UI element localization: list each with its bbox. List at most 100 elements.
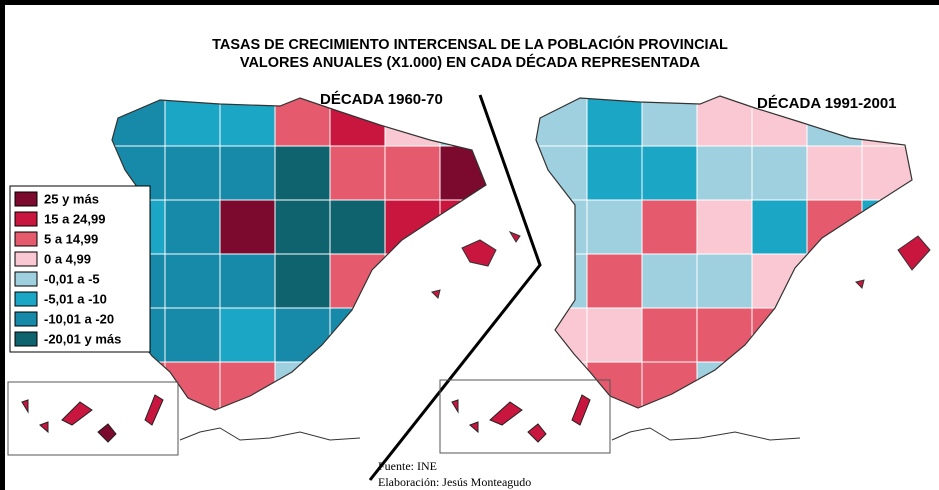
province bbox=[751, 199, 808, 255]
province bbox=[696, 145, 753, 201]
province bbox=[274, 361, 331, 410]
province bbox=[439, 307, 486, 363]
province bbox=[806, 307, 863, 363]
province bbox=[274, 98, 331, 147]
province bbox=[696, 361, 753, 408]
province bbox=[274, 199, 331, 255]
province bbox=[219, 98, 276, 147]
province bbox=[751, 145, 808, 201]
map-label: DÉCADA 1991-2001 bbox=[757, 95, 897, 112]
province bbox=[586, 199, 643, 255]
legend-label: -20,01 y más bbox=[44, 331, 121, 346]
left-border bbox=[0, 0, 5, 490]
province bbox=[384, 307, 441, 363]
island bbox=[508, 230, 521, 243]
province bbox=[164, 199, 221, 255]
province bbox=[219, 307, 276, 363]
map-right bbox=[536, 96, 912, 408]
divider bbox=[368, 94, 542, 481]
province bbox=[586, 307, 643, 363]
source: Fuente: INE bbox=[378, 459, 437, 473]
island bbox=[431, 289, 441, 299]
province bbox=[384, 199, 441, 255]
province bbox=[329, 307, 386, 363]
top-border bbox=[0, 0, 939, 5]
legend-label: 5 a 14,99 bbox=[44, 231, 98, 246]
legend-swatch bbox=[14, 211, 38, 227]
canary-inset bbox=[7, 381, 179, 456]
province bbox=[586, 96, 643, 147]
province bbox=[274, 253, 331, 309]
province bbox=[751, 361, 808, 408]
credit: Elaboración: Jesús Monteagudo bbox=[378, 475, 531, 489]
province bbox=[586, 253, 643, 309]
province bbox=[696, 307, 753, 363]
province bbox=[164, 307, 221, 363]
province bbox=[641, 199, 698, 255]
island bbox=[855, 279, 865, 289]
province bbox=[439, 98, 486, 147]
legend-label: -5,01 a -10 bbox=[44, 291, 107, 306]
canary-inset bbox=[439, 379, 611, 454]
legend-swatch bbox=[14, 191, 38, 207]
legend-label: -10,01 a -20 bbox=[44, 311, 114, 326]
province bbox=[641, 145, 698, 201]
africa-coast bbox=[611, 427, 801, 441]
province bbox=[329, 361, 386, 410]
province bbox=[274, 145, 331, 201]
province bbox=[751, 307, 808, 363]
province bbox=[219, 253, 276, 309]
province bbox=[641, 96, 698, 147]
province bbox=[329, 199, 386, 255]
map-label: DÉCADA 1960-70 bbox=[320, 91, 443, 108]
legend-label: 25 y más bbox=[44, 191, 99, 206]
legend-label: -0,01 a -5 bbox=[44, 271, 100, 286]
canary-islands bbox=[21, 394, 591, 443]
province bbox=[384, 361, 441, 410]
province bbox=[586, 361, 643, 408]
province bbox=[641, 307, 698, 363]
province bbox=[329, 145, 386, 201]
province bbox=[164, 253, 221, 309]
province bbox=[806, 253, 863, 309]
map-left bbox=[112, 98, 486, 410]
island bbox=[897, 235, 931, 271]
province bbox=[164, 98, 221, 147]
legend-swatch bbox=[14, 231, 38, 247]
legend-label: 0 a 4,99 bbox=[44, 251, 91, 266]
province bbox=[696, 96, 753, 147]
province bbox=[861, 361, 912, 408]
legend-label: 15 a 24,99 bbox=[44, 211, 105, 226]
title-line-2: VALORES ANUALES (X1.000) EN CADA DÉCADA … bbox=[240, 54, 701, 71]
province bbox=[219, 145, 276, 201]
province bbox=[384, 145, 441, 201]
africa-coast bbox=[179, 427, 361, 441]
title-line-1: TASAS DE CRECIMIENTO INTERCENSAL DE LA P… bbox=[212, 35, 728, 53]
legend-swatch bbox=[14, 311, 38, 327]
legend-swatch bbox=[14, 251, 38, 267]
province bbox=[806, 145, 863, 201]
province bbox=[219, 199, 276, 255]
legend-swatch bbox=[14, 291, 38, 307]
province bbox=[641, 253, 698, 309]
province bbox=[384, 253, 441, 309]
province bbox=[536, 145, 588, 201]
province bbox=[696, 253, 753, 309]
province bbox=[586, 145, 643, 201]
province bbox=[274, 307, 331, 363]
province bbox=[536, 199, 588, 255]
province bbox=[806, 361, 863, 408]
legend-swatch bbox=[14, 331, 38, 347]
province bbox=[696, 199, 753, 255]
province bbox=[164, 145, 221, 201]
province bbox=[861, 145, 912, 201]
province bbox=[439, 361, 486, 410]
province bbox=[861, 307, 912, 363]
legend-swatch bbox=[14, 271, 38, 287]
outline bbox=[535, 95, 913, 409]
province bbox=[439, 145, 486, 201]
island bbox=[461, 239, 497, 267]
legend: 25 y más 15 a 24,99 5 a 14,99 0 a 4,99 -0,01… bbox=[14, 191, 121, 347]
